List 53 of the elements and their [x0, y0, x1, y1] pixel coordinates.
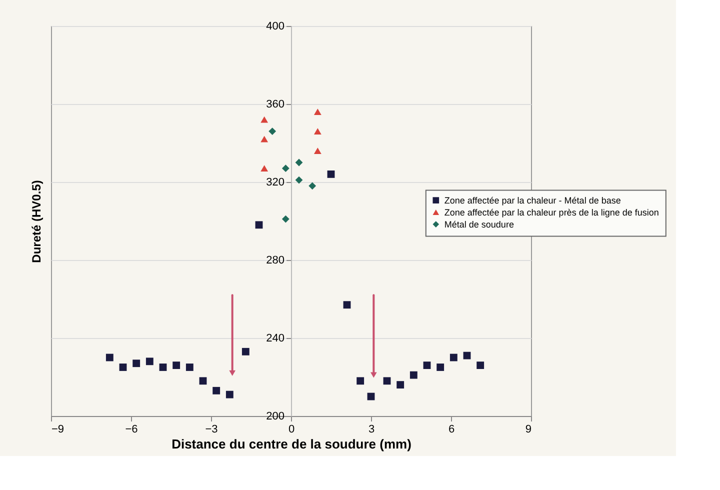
point [396, 381, 404, 389]
point [172, 362, 180, 370]
legend-label: Zone affectée par la chaleur près de la ligne de fusion [444, 207, 659, 218]
y-axis-title: Dureté (HV0.5) [30, 180, 44, 263]
point [314, 148, 322, 154]
point [260, 116, 268, 123]
y-tick-label: 400 [266, 20, 284, 32]
y-tick-label: 280 [266, 254, 284, 266]
point [450, 354, 458, 362]
point [463, 352, 471, 360]
point [436, 364, 444, 371]
point [199, 377, 207, 385]
point [295, 158, 303, 166]
point [327, 170, 335, 178]
point [383, 377, 391, 385]
point [356, 377, 364, 385]
point [119, 364, 127, 371]
point [282, 164, 290, 172]
y-tick-label: 240 [266, 332, 284, 344]
point [212, 386, 220, 394]
x-tick-label: 6 [448, 424, 455, 436]
y-tick-label: 360 [266, 98, 284, 110]
x-axis-title: Distance du centre de la soudure (mm) [172, 436, 412, 452]
point [410, 371, 418, 379]
x-tick-label: −6 [125, 424, 138, 436]
x-tick-label: −3 [205, 424, 218, 436]
point [260, 136, 268, 142]
legend-label: Métal de soudure [444, 219, 514, 230]
point [255, 221, 263, 229]
point [159, 364, 167, 371]
point [226, 390, 234, 398]
y-tick-label: 200 [266, 410, 284, 422]
point [146, 358, 154, 366]
point [343, 301, 351, 309]
point [242, 348, 250, 356]
legend-label: Zone affectée par la chaleur - Métal de base [444, 195, 621, 206]
point [132, 360, 140, 368]
point [268, 128, 276, 136]
x-tick-label: 0 [288, 424, 295, 436]
point [282, 215, 290, 223]
x-tick-label: 3 [368, 424, 375, 436]
point [260, 165, 268, 172]
point [476, 362, 484, 370]
x-tick-label: 9 [525, 424, 532, 436]
point [314, 108, 322, 116]
point [295, 176, 303, 184]
y-tick-label: 320 [266, 176, 284, 188]
x-tick-label: −9 [52, 424, 64, 436]
point [314, 128, 322, 135]
point [106, 354, 114, 362]
point [308, 182, 316, 190]
point [186, 364, 194, 371]
point [423, 362, 431, 370]
